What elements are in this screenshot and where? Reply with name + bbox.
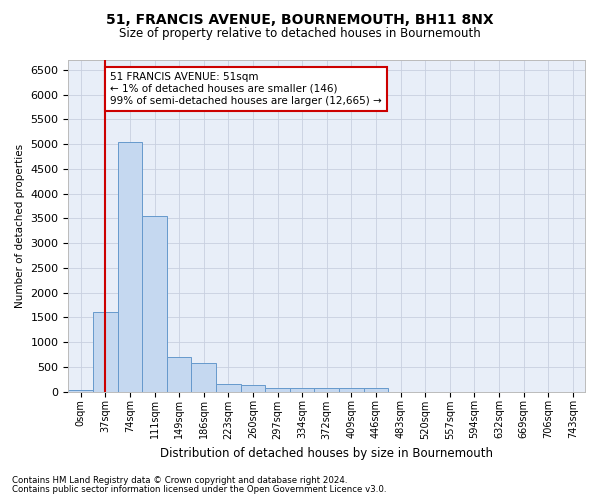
Text: 51 FRANCIS AVENUE: 51sqm
← 1% of detached houses are smaller (146)
99% of semi-d: 51 FRANCIS AVENUE: 51sqm ← 1% of detache… bbox=[110, 72, 382, 106]
Bar bbox=[364, 388, 388, 392]
Bar bbox=[167, 357, 191, 392]
Text: Contains HM Land Registry data © Crown copyright and database right 2024.: Contains HM Land Registry data © Crown c… bbox=[12, 476, 347, 485]
Bar bbox=[142, 216, 167, 392]
Bar bbox=[314, 388, 339, 392]
Y-axis label: Number of detached properties: Number of detached properties bbox=[15, 144, 25, 308]
Bar bbox=[191, 363, 216, 392]
Bar bbox=[339, 388, 364, 392]
Bar bbox=[290, 388, 314, 392]
Text: Contains public sector information licensed under the Open Government Licence v3: Contains public sector information licen… bbox=[12, 485, 386, 494]
Text: Size of property relative to detached houses in Bournemouth: Size of property relative to detached ho… bbox=[119, 28, 481, 40]
Text: 51, FRANCIS AVENUE, BOURNEMOUTH, BH11 8NX: 51, FRANCIS AVENUE, BOURNEMOUTH, BH11 8N… bbox=[106, 12, 494, 26]
X-axis label: Distribution of detached houses by size in Bournemouth: Distribution of detached houses by size … bbox=[160, 447, 493, 460]
Bar bbox=[216, 384, 241, 392]
Bar bbox=[68, 390, 93, 392]
Bar bbox=[118, 142, 142, 392]
Bar bbox=[241, 384, 265, 392]
Bar bbox=[93, 312, 118, 392]
Bar bbox=[265, 388, 290, 392]
